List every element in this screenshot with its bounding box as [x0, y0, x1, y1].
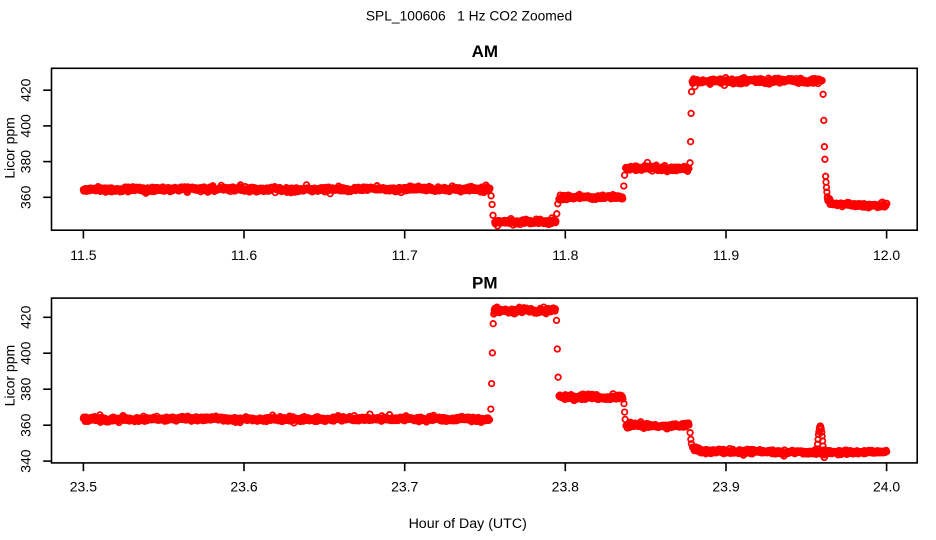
svg-text:340: 340	[18, 449, 34, 473]
svg-text:400: 400	[18, 114, 34, 138]
svg-text:380: 380	[18, 150, 34, 174]
svg-text:23.9: 23.9	[712, 479, 739, 495]
svg-text:Licor ppm: Licor ppm	[2, 117, 18, 178]
svg-text:11.8: 11.8	[552, 247, 578, 263]
svg-text:11.5: 11.5	[70, 247, 96, 263]
svg-text:360: 360	[18, 413, 34, 437]
svg-text:11.9: 11.9	[713, 247, 739, 263]
svg-text:23.5: 23.5	[70, 479, 97, 495]
svg-text:12.0: 12.0	[873, 247, 900, 263]
svg-text:380: 380	[18, 377, 34, 401]
svg-text:23.7: 23.7	[391, 479, 418, 495]
svg-text:Licor ppm: Licor ppm	[2, 345, 18, 406]
svg-text:360: 360	[18, 185, 34, 209]
svg-text:23.6: 23.6	[230, 479, 257, 495]
svg-text:23.8: 23.8	[552, 479, 579, 495]
svg-text:AM: AM	[472, 42, 498, 61]
svg-text:420: 420	[18, 78, 34, 102]
svg-text:11.6: 11.6	[231, 247, 257, 263]
svg-text:SPL_100606 1 Hz CO2 Zoomed: SPL_100606 1 Hz CO2 Zoomed	[366, 9, 572, 24]
svg-text:400: 400	[18, 341, 34, 365]
svg-text:24.0: 24.0	[873, 479, 900, 495]
svg-text:11.7: 11.7	[392, 247, 418, 263]
svg-text:420: 420	[18, 305, 34, 329]
svg-text:PM: PM	[472, 273, 498, 292]
svg-text:Hour of Day (UTC): Hour of Day (UTC)	[409, 516, 527, 532]
